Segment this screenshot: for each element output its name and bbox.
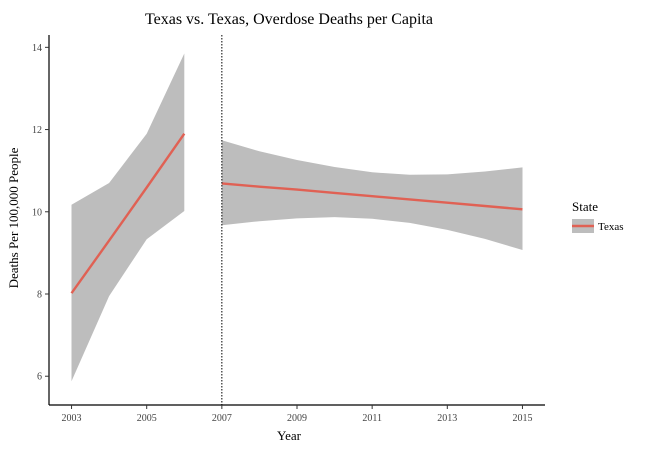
legend-title: State [572, 199, 598, 214]
legend: State Texas [572, 199, 624, 233]
chart-title: Texas vs. Texas, Overdose Deaths per Cap… [145, 11, 433, 28]
y-tick-label: 10 [32, 207, 42, 218]
legend-label: Texas [598, 221, 624, 233]
legend-entries: Texas [572, 219, 624, 233]
y-axis-title: Deaths Per 100,000 People [6, 147, 21, 288]
x-tick-label: 2009 [287, 413, 307, 424]
x-tick-label: 2011 [362, 413, 382, 424]
x-tick-label: 2013 [437, 413, 457, 424]
x-tick-label: 2005 [137, 413, 157, 424]
y-tick-label: 12 [32, 125, 42, 136]
x-axis-ticks: 2003 2005 2007 2009 2011 2013 2015 [62, 405, 532, 424]
y-tick-label: 14 [32, 43, 42, 54]
x-tick-label: 2003 [62, 413, 82, 424]
y-tick-label: 6 [37, 372, 42, 383]
y-tick-label: 8 [37, 290, 42, 301]
series-line-1 [70, 133, 186, 294]
x-axis-title: Year [277, 428, 302, 443]
confidence-band-1 [71, 53, 185, 382]
series-line-2 [221, 182, 523, 211]
x-tick-label: 2015 [512, 413, 532, 424]
confidence-bands [71, 53, 523, 382]
x-tick-label: 2007 [212, 413, 232, 424]
series-lines [70, 133, 523, 294]
y-axis-ticks: 6 8 10 12 14 [32, 43, 49, 383]
